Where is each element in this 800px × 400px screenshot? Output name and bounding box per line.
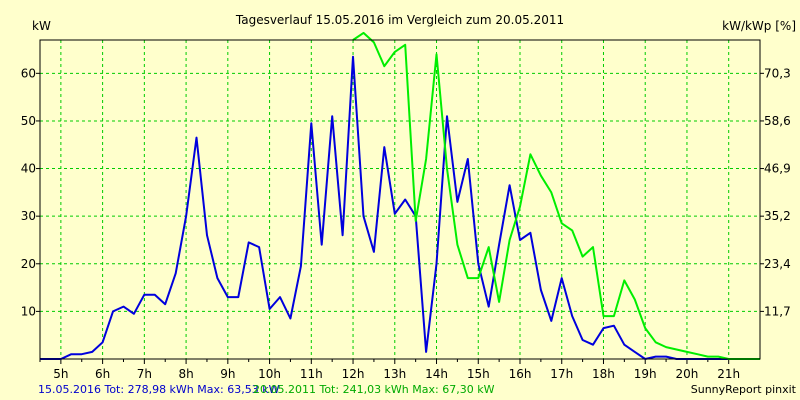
credit-text: SunnyReport pinxit (691, 383, 797, 396)
x-tick-label: 16h (509, 367, 532, 381)
x-tick-label: 13h (383, 367, 406, 381)
x-tick-label: 11h (300, 367, 323, 381)
x-tick-label: 8h (178, 367, 193, 381)
legend-series-2011: 20.05.2011 Tot: 241,03 kWh Max: 67,30 kW (253, 383, 495, 396)
x-tick-label: 19h (634, 367, 657, 381)
y-tick-label-left: 50 (21, 114, 36, 128)
plot-border (39, 39, 761, 360)
chart-title: Tagesverlauf 15.05.2016 im Vergleich zum… (235, 13, 564, 27)
y-tick-label-right: 58,6 (764, 114, 791, 128)
x-tick-label: 21h (717, 367, 740, 381)
y-tick-label-right: 23,4 (764, 257, 791, 271)
x-tick-label: 14h (425, 367, 448, 381)
x-tick-label: 6h (95, 367, 110, 381)
y-axis-label-left: kW (32, 19, 51, 33)
axis-ticks: 5h 6h 7h 8h 9h 10h 11h 12h 13h 14h 15h 16h 17h 18h 19h… (21, 66, 791, 381)
y-tick-label-left: 60 (21, 66, 36, 80)
y-tick-label-left: 40 (21, 162, 36, 176)
series-lines (40, 31, 760, 360)
y-tick-label-right: 70,3 (764, 66, 791, 80)
x-tick-label: 15h (467, 367, 490, 381)
y-tick-label-left: 20 (21, 257, 36, 271)
y-tick-label-right: 46,9 (764, 162, 791, 176)
y-tick-label-right: 35,2 (764, 209, 791, 223)
x-tick-label: 9h (220, 367, 235, 381)
x-tick-label: 18h (592, 367, 615, 381)
x-tick-label: 17h (550, 367, 573, 381)
y-tick-label-right: 11,7 (764, 304, 791, 318)
plot-area (39, 39, 761, 360)
x-tick-label: 10h (258, 367, 281, 381)
series-line-2011 (352, 31, 760, 360)
y-tick-label-left: 10 (21, 304, 36, 318)
x-tick-label: 20h (676, 367, 699, 381)
legend-series-2016: 15.05.2016 Tot: 278,98 kWh Max: 63,53 kW (38, 383, 280, 396)
x-tick-label: 12h (342, 367, 365, 381)
series-line-2016 (40, 55, 760, 360)
x-tick-label: 7h (137, 367, 152, 381)
x-tick-label: 5h (53, 367, 68, 381)
y-axis-label-right: kW/kWp [%] (722, 19, 796, 33)
y-tick-label-left: 30 (21, 209, 36, 223)
